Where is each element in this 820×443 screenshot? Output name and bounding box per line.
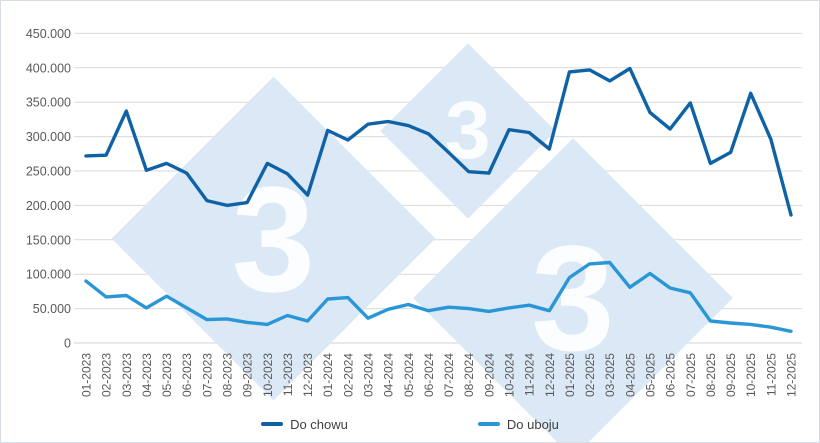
y-tick-label: 350.000 [26, 96, 71, 110]
x-tick-label: 01-2023 [80, 353, 94, 397]
chart-legend: Do chowu Do uboju [1, 409, 819, 439]
x-tick-label: 11-2024 [523, 353, 537, 396]
y-tick-label: 150.000 [26, 233, 71, 247]
x-tick-label: 05-2025 [644, 353, 658, 397]
y-tick-label: 200.000 [26, 199, 71, 213]
x-tick-label: 04-2023 [140, 353, 154, 397]
x-tick-label: 04-2024 [382, 353, 396, 397]
x-tick-label: 02-2025 [583, 353, 597, 397]
legend-item-do-chowu: Do chowu [261, 417, 348, 432]
series-line-do-uboju [84, 260, 793, 333]
y-tick-label: 0 [64, 337, 71, 351]
x-tick-label: 08-2023 [221, 353, 235, 397]
y-tick-label: 300.000 [26, 130, 71, 144]
x-tick-label: 03-2023 [120, 353, 134, 397]
x-tick-label: 09-2024 [482, 353, 496, 397]
x-tick-label: 02-2023 [100, 353, 114, 397]
y-tick-label: 400.000 [26, 61, 71, 75]
legend-label-do-uboju: Do uboju [506, 416, 559, 432]
x-tick-label: 07-2024 [442, 353, 456, 397]
x-tick-label: 01-2024 [321, 353, 335, 397]
x-tick-label: 11-2023 [281, 353, 295, 396]
x-tick-label: 12-2024 [543, 353, 557, 397]
x-tick-label: 12-2025 [785, 353, 799, 397]
x-tick-label: 04-2025 [623, 353, 637, 397]
x-tick-label: 08-2024 [462, 353, 476, 397]
legend-swatch-do-uboju [477, 422, 500, 426]
x-tick-label: 05-2023 [160, 353, 174, 397]
y-tick-label: 100.000 [26, 268, 71, 282]
x-tick-label: 01-2025 [563, 353, 577, 397]
legend-swatch-do-chowu [261, 422, 284, 426]
x-tick-label: 02-2024 [341, 353, 355, 397]
x-tick-label: 10-2023 [261, 353, 275, 397]
series-line-do-chowu [84, 66, 793, 217]
y-tick-label: 450.000 [26, 27, 71, 41]
x-tick-label: 06-2025 [664, 353, 678, 397]
x-tick-label: 08-2025 [704, 353, 718, 397]
x-tick-label: 09-2025 [724, 353, 738, 397]
x-tick-label: 06-2024 [422, 353, 436, 397]
x-tick-label: 03-2024 [362, 353, 376, 397]
x-tick-label: 06-2023 [180, 353, 194, 397]
x-tick-label: 07-2025 [684, 353, 698, 397]
y-tick-label: 250.000 [26, 165, 71, 179]
x-tick-label: 05-2024 [402, 353, 416, 397]
x-tick-label: 12-2023 [301, 353, 315, 397]
x-tick-label: 10-2024 [503, 353, 517, 397]
y-tick-label: 50.000 [33, 302, 71, 316]
x-tick-label: 03-2025 [603, 353, 617, 397]
x-tick-label: 09-2023 [241, 353, 255, 397]
legend-item-do-uboju: Do uboju [477, 416, 559, 432]
x-tick-label: 10-2025 [744, 353, 758, 397]
x-tick-label: 07-2023 [200, 353, 214, 397]
x-tick-label: 11-2025 [764, 353, 778, 396]
legend-label-do-chowu: Do chowu [290, 416, 348, 432]
